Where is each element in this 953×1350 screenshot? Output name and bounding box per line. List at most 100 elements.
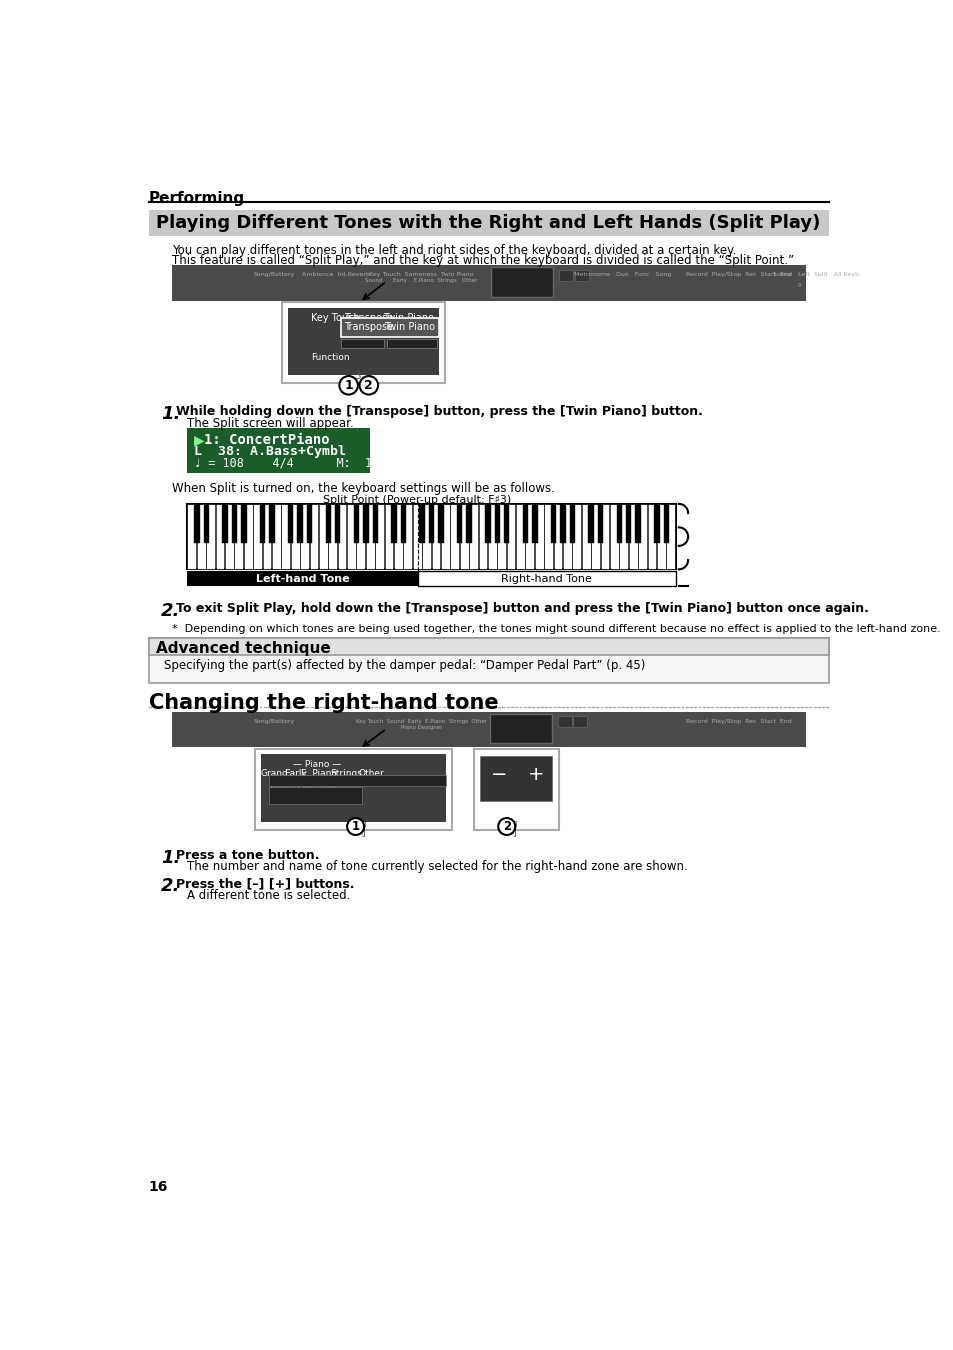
Bar [354,504,359,543]
Text: Key Touch: Key Touch [311,313,360,323]
Bar [400,504,406,543]
Text: Performing: Performing [149,192,245,207]
Bar [372,504,377,543]
Text: Piano Designer: Piano Designer [400,725,442,730]
Bar [466,504,472,543]
Text: 1: 1 [352,819,359,833]
Text: Twin Piano: Twin Piano [384,323,435,332]
Bar [598,504,602,543]
Bar [187,571,417,586]
Bar [347,505,355,570]
Bar [600,505,609,570]
Bar [203,504,209,543]
Bar [535,505,543,570]
Circle shape [339,377,357,394]
Bar [215,505,224,570]
Bar [575,270,588,281]
Bar [234,505,243,570]
Text: 0: 0 [797,284,801,288]
Bar [635,504,640,543]
Text: Record  Play/Stop  Rec  Start  End: Record Play/Stop Rec Start End [685,718,791,724]
Bar [297,504,302,543]
Text: Early: Early [284,768,307,778]
Text: *  Depending on which tones are being used together, the tones might sound diffe: * Depending on which tones are being use… [172,624,940,634]
Bar [609,505,618,570]
Bar [193,504,199,543]
Bar [307,504,312,543]
Bar [559,504,565,543]
Bar [356,505,365,570]
Bar [288,308,438,375]
Bar [417,571,675,586]
Bar [254,749,452,830]
Bar [491,267,553,297]
Bar [550,504,556,543]
Text: Key Touch  Sameness  Twin Piano: Key Touch Sameness Twin Piano [369,273,474,277]
Bar [638,505,646,570]
Bar [375,505,384,570]
Bar [269,787,361,805]
Text: 1.: 1. [161,849,180,867]
Text: 2: 2 [502,819,510,833]
Bar [365,505,375,570]
Text: Advanced technique: Advanced technique [156,641,331,656]
Text: 1: ConcertPiano: 1: ConcertPiano [204,433,330,447]
Text: 3: 3 [355,371,361,382]
Text: Transpose: Transpose [344,323,393,332]
Bar [459,505,468,570]
Text: ♩ = 108    4/4      M:  1: ♩ = 108 4/4 M: 1 [193,456,372,470]
Bar [665,505,675,570]
Text: ☞: ☞ [345,819,365,838]
Text: Right-hand Tone: Right-hand Tone [500,574,592,583]
Text: E. Piano: E. Piano [301,768,336,778]
Text: Changing the right-hand tone: Changing the right-hand tone [149,694,497,713]
Bar [503,504,509,543]
Bar [485,504,490,543]
Text: Split Point (Power-up default: F♯3): Split Point (Power-up default: F♯3) [323,495,511,505]
Bar [543,505,553,570]
Bar [232,504,237,543]
Bar [569,504,575,543]
Bar [187,428,369,472]
Text: Transpose: Transpose [344,313,393,323]
Bar [618,505,627,570]
Bar [272,505,280,570]
Bar [422,505,431,570]
Text: Sound      Early    E.Piano  Strings   Other: Sound Early E.Piano Strings Other [365,278,477,283]
Bar [450,505,458,570]
Bar [384,505,393,570]
Bar [291,505,299,570]
Circle shape [359,377,377,394]
Bar [318,505,327,570]
Bar [309,505,318,570]
Bar [431,505,440,570]
Text: Left-hand Tone: Left-hand Tone [255,574,349,583]
Text: +: + [527,765,544,784]
Text: Scene   Left  Split   All Keyb.: Scene Left Split All Keyb. [772,273,860,277]
Bar [572,505,580,570]
Bar [588,504,594,543]
Bar [581,505,590,570]
Text: Record  Play/Stop  Rec  Start  End: Record Play/Stop Rec Start End [685,273,791,277]
Bar [403,505,412,570]
Bar [489,714,551,744]
Text: Piano Designer: Piano Designer [270,783,338,791]
Text: Strings: Strings [330,768,362,778]
Bar [553,505,562,570]
Text: L  38: A.Bass+Cymbl: L 38: A.Bass+Cymbl [193,444,345,458]
Text: Ambience  Int.Reverb: Ambience Int.Reverb [302,273,370,277]
Text: ☞: ☞ [497,819,517,838]
Text: Metronome   Duo   Func   Song: Metronome Duo Func Song [574,273,671,277]
Text: Song/Battery: Song/Battery [253,273,294,277]
Text: While holding down the [Transpose] button, press the [Twin Piano] button.: While holding down the [Transpose] butto… [175,405,702,418]
Bar [391,504,396,543]
Bar [149,209,828,236]
Text: Function: Function [311,352,350,362]
Bar [222,504,228,543]
Text: 2.: 2. [161,878,180,895]
Bar [525,505,534,570]
Text: 2.: 2. [161,602,180,621]
Bar [657,505,665,570]
Bar [437,504,443,543]
Text: Other: Other [358,768,384,778]
